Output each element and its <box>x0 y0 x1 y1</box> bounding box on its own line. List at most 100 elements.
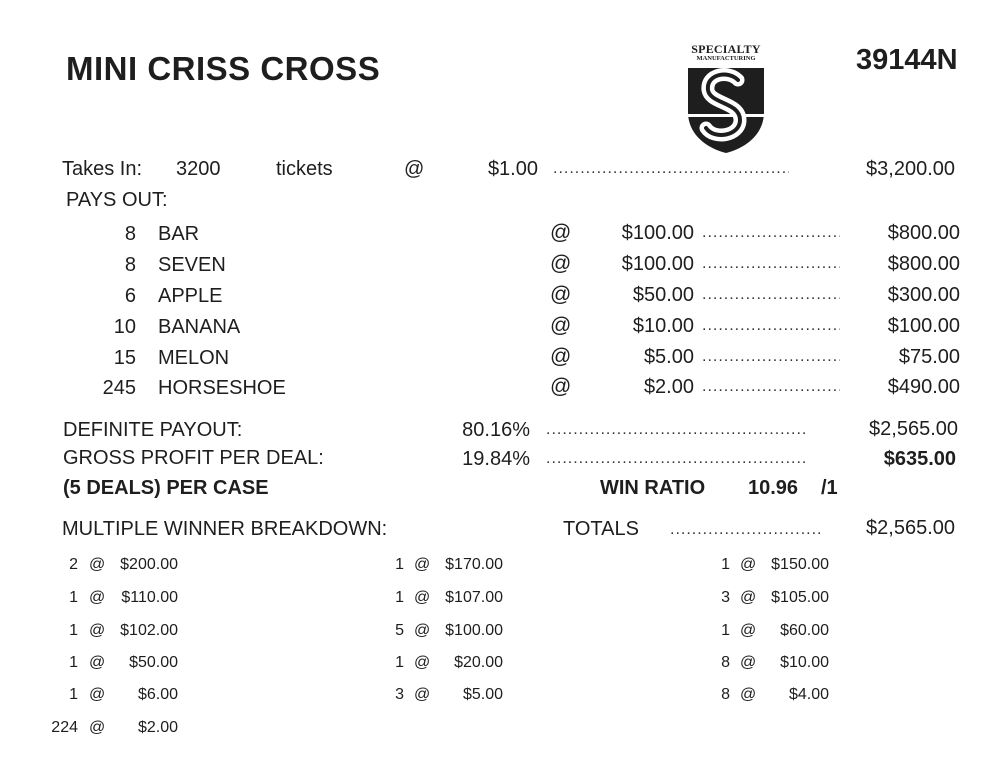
row-total: $300.00 <box>887 284 960 306</box>
takes-in-total: $3,200.00 <box>866 158 955 180</box>
definite-payout-total: $2,565.00 <box>869 418 958 440</box>
winner-qty: 1 <box>721 556 730 573</box>
row-prize: $50.00 <box>632 284 694 306</box>
pays-out-label: PAYS OUT: <box>66 189 168 211</box>
winner-prize: $150.00 <box>771 556 829 573</box>
row-at: @ <box>550 221 572 244</box>
row-qty: 10 <box>113 316 136 338</box>
logo-line1: SPECIALTY <box>691 42 761 56</box>
definite-payout-percent: 80.16% <box>462 419 530 441</box>
row-prize: $100.00 <box>621 222 694 244</box>
leader-dots: ........................................… <box>702 378 840 395</box>
winner-prize: $50.00 <box>129 654 178 671</box>
winner-at: @ <box>414 556 431 573</box>
row-qty: 8 <box>124 254 136 276</box>
row-symbol: APPLE <box>158 285 223 307</box>
row-total: $490.00 <box>887 376 960 398</box>
winner-at: @ <box>740 686 757 703</box>
row-at: @ <box>550 314 572 337</box>
winner-at: @ <box>89 589 106 606</box>
totals-value: $2,565.00 <box>866 517 955 539</box>
winner-at: @ <box>89 622 106 639</box>
breakdown-label: MULTIPLE WINNER BREAKDOWN: <box>62 518 388 540</box>
row-qty: 15 <box>113 347 136 369</box>
logo-line2: MANUFACTURING <box>696 55 756 62</box>
winner-at: @ <box>740 622 757 639</box>
winner-prize: $6.00 <box>137 686 178 703</box>
winner-prize: $100.00 <box>445 622 503 639</box>
gross-profit-total: $635.00 <box>883 448 956 470</box>
leader-dots: ........................................… <box>670 521 820 538</box>
row-symbol: MELON <box>158 347 230 369</box>
winner-qty: 3 <box>395 686 404 703</box>
winner-qty: 3 <box>721 589 730 606</box>
winner-prize: $60.00 <box>780 622 829 639</box>
winner-at: @ <box>740 654 757 671</box>
row-total: $100.00 <box>887 315 960 337</box>
leader-dots: ........................................… <box>546 421 806 438</box>
row-symbol: SEVEN <box>158 254 226 276</box>
takes-in-label: Takes In: <box>62 158 143 180</box>
row-total: $800.00 <box>887 222 960 244</box>
winner-prize: $10.00 <box>780 654 829 671</box>
gross-profit-percent: 19.84% <box>462 448 530 470</box>
winner-at: @ <box>89 556 106 573</box>
s-shield-logo-icon <box>688 68 764 153</box>
winner-at: @ <box>414 622 431 639</box>
winner-qty: 1 <box>69 622 78 639</box>
winner-at: @ <box>89 686 106 703</box>
gross-profit-label: GROSS PROFIT PER DEAL: <box>63 447 324 469</box>
at-symbol: @ <box>404 158 425 180</box>
row-at: @ <box>550 345 572 368</box>
leader-dots: ........................................… <box>702 224 840 241</box>
winner-prize: $5.00 <box>462 686 503 703</box>
winner-qty: 5 <box>395 622 404 639</box>
win-ratio-label: WIN RATIO <box>600 477 706 499</box>
leader-dots: ........................................… <box>546 450 806 467</box>
winner-prize: $105.00 <box>771 589 829 606</box>
winner-at: @ <box>414 654 431 671</box>
leader-dots: ........................................… <box>553 160 789 177</box>
row-prize: $5.00 <box>643 346 694 368</box>
row-at: @ <box>550 375 572 398</box>
winner-qty: 224 <box>51 719 78 736</box>
winner-prize: $4.00 <box>788 686 829 703</box>
ticket-count: 3200 <box>176 158 221 180</box>
winner-qty: 1 <box>69 686 78 703</box>
winner-qty: 1 <box>69 654 78 671</box>
winner-at: @ <box>740 556 757 573</box>
leader-dots: ........................................… <box>702 286 840 303</box>
winner-prize: $2.00 <box>137 719 178 736</box>
row-total: $75.00 <box>898 346 960 368</box>
row-prize: $100.00 <box>621 253 694 275</box>
row-prize: $2.00 <box>643 376 694 398</box>
winner-qty: 1 <box>395 654 404 671</box>
totals-label: TOTALS <box>563 518 639 540</box>
winner-prize: $110.00 <box>121 589 178 606</box>
winner-qty: 1 <box>69 589 78 606</box>
row-symbol: HORSESHOE <box>158 377 286 399</box>
row-qty: 245 <box>102 377 136 399</box>
winner-qty: 2 <box>69 556 78 573</box>
row-symbol: BAR <box>158 223 200 245</box>
winner-prize: $107.00 <box>445 589 503 606</box>
row-at: @ <box>550 283 572 306</box>
win-ratio-suffix: /1 <box>821 477 838 499</box>
winner-qty: 1 <box>395 556 404 573</box>
ticket-unit: tickets <box>276 158 333 180</box>
winner-prize: $170.00 <box>445 556 503 573</box>
form-number: 39144N <box>856 44 958 76</box>
winner-qty: 8 <box>721 686 730 703</box>
row-qty: 6 <box>124 285 136 307</box>
ticket-price: $1.00 <box>487 158 538 180</box>
winner-prize: $200.00 <box>120 556 178 573</box>
row-at: @ <box>550 252 572 275</box>
definite-payout-label: DEFINITE PAYOUT: <box>63 419 243 441</box>
winner-prize: $102.00 <box>120 622 178 639</box>
row-prize: $10.00 <box>632 315 694 337</box>
winner-qty: 8 <box>721 654 730 671</box>
winner-at: @ <box>89 654 106 671</box>
winner-at: @ <box>740 589 757 606</box>
page-title: MINI CRISS CROSS <box>66 50 381 87</box>
winner-at: @ <box>414 686 431 703</box>
